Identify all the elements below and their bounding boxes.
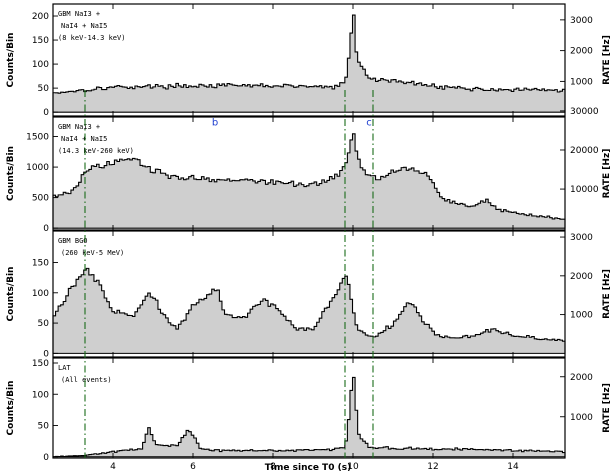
right-tick-label: 2000 [570, 373, 593, 383]
y-tick-label: 100 [32, 289, 49, 299]
y-axis-label-right: RATE [Hz] [602, 149, 612, 199]
panel-annotation-line: (All events) [61, 376, 112, 384]
y-tick-label: 500 [32, 194, 49, 204]
x-axis-label: Time since T0 (s) [265, 463, 351, 473]
panel-nai-low: 050100150200Counts/Bin1000200030004000RA… [6, 3, 612, 118]
histogram-nai-low [52, 14, 566, 113]
panel-annotation-line: GBM NaI3 + [58, 123, 100, 131]
right-tick-label: 30000 [570, 107, 599, 117]
x-tick-label: 6 [190, 462, 196, 472]
histogram-bgo [52, 267, 566, 354]
histogram-lat [52, 376, 566, 458]
interval-lines [84, 90, 374, 458]
right-tick-label: 10000 [570, 185, 599, 195]
y-tick-label: 100 [32, 390, 49, 400]
x-tick-label: 14 [507, 462, 519, 472]
y-tick-label: 0 [43, 108, 49, 118]
x-tick-label: 8 [270, 462, 276, 472]
y-tick-label: 50 [38, 422, 50, 432]
y-tick-label: 0 [43, 453, 49, 463]
panel-annotation-line: GBM BGO [58, 237, 88, 245]
y-axis-label-left: Counts/Bin [6, 381, 16, 436]
y-tick-label: 1500 [26, 133, 49, 143]
x-tick-label: 4 [110, 462, 116, 472]
right-tick-label: 3000 [570, 16, 593, 26]
panel-annotation-line: (8 keV-14.3 keV) [58, 34, 125, 42]
y-axis-label-left: Counts/Bin [6, 33, 16, 88]
y-tick-label: 50 [38, 84, 50, 94]
y-tick-label: 150 [32, 259, 49, 269]
y-axis-label-right: RATE [Hz] [602, 269, 612, 319]
x-tick-label: 12 [427, 462, 438, 472]
y-tick-label: 1000 [26, 163, 49, 173]
panel-annotation-line: NaI4 + NaI5 [61, 22, 107, 30]
right-tick-label: 1000 [570, 413, 593, 423]
right-tick-label: 2000 [570, 47, 593, 57]
y-tick-label: 0 [43, 224, 49, 234]
panel-annotation-line: (260 keV-5 MeV) [61, 249, 124, 257]
frame-nai-low [52, 3, 566, 117]
y-tick-label: 200 [32, 12, 49, 22]
x-tick-label: 10 [347, 462, 359, 472]
histogram-nai-high [52, 133, 566, 229]
y-tick-label: 0 [43, 349, 49, 359]
frame-bgo [52, 230, 566, 358]
right-tick-label: 20000 [570, 146, 599, 156]
panel-nai-high: 0 500 1000 1500 Counts/Bin 10000 20000 30000 RAT… [6, 107, 612, 234]
y-tick-label: 100 [32, 60, 49, 70]
interval-label-c: c [366, 118, 372, 129]
y-axis-label-left: Counts/Bin [6, 267, 16, 322]
panel-bgo: 0 50 100 150 Counts/Bin 1000 2000 3000 RATE [Hz]… [6, 230, 612, 359]
panel-annotation-line: NaI4 + NaI5 [61, 135, 107, 143]
y-tick-label: 150 [32, 359, 49, 369]
panel-annotation-line: (14.3 keV-260 keV) [58, 147, 134, 155]
interval-label-b: b [212, 118, 218, 129]
frame-nai-high [52, 116, 566, 231]
frame-lat [52, 357, 566, 459]
right-tick-label: 2000 [570, 272, 593, 282]
panels: 0 50 100 150 200 Counts/Bin 1000 2000 3000 4 0 0 0 RA… [6, 3, 612, 472]
panel-lat: 0 50 100 150 Counts/Bin 1000 2000 RATE [Hz] LAT (… [6, 357, 612, 463]
panel-annotation-line: GBM NaI3 + [58, 10, 100, 18]
right-tick-label: 1000 [570, 77, 593, 87]
y-tick-label: 50 [38, 319, 50, 329]
y-tick-label: 150 [32, 36, 49, 46]
y-axis-label-right: RATE [Hz] [602, 383, 612, 433]
panel-annotation-line: LAT [58, 364, 71, 372]
right-tick-label: 3000 [570, 233, 593, 243]
y-axis-label-left: Counts/Bin [6, 146, 16, 201]
right-tick-label: 1000 [570, 311, 593, 321]
y-axis-label-right: RATE [Hz] [602, 35, 612, 85]
